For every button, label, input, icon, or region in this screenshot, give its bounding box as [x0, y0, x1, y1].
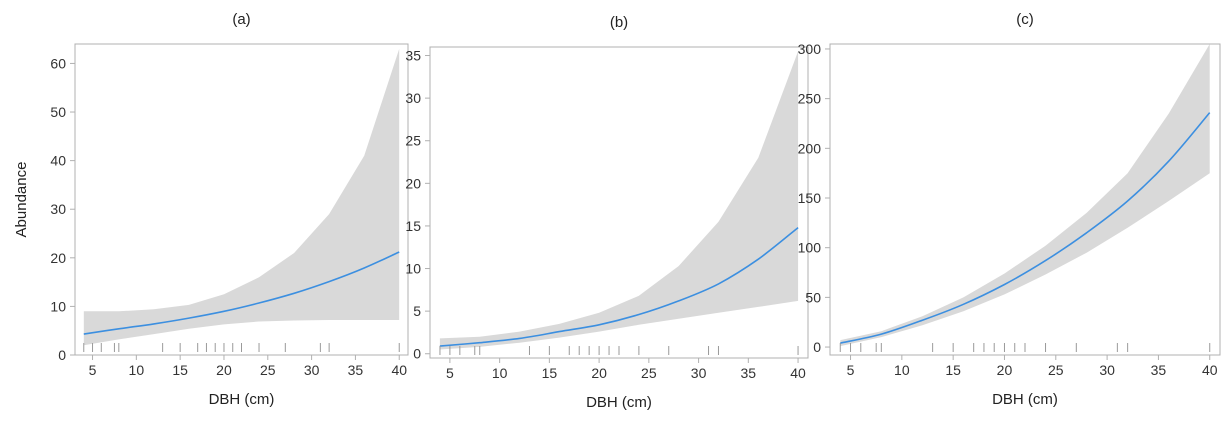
panel-title: (c) [1016, 11, 1034, 28]
y-tick-label: 10 [50, 298, 66, 314]
fitted-line [840, 112, 1211, 344]
y-tick-label: 50 [50, 104, 66, 120]
panel-title: (a) [232, 11, 250, 28]
x-tick-label: 5 [847, 362, 855, 378]
x-tick-label: 20 [216, 362, 232, 378]
x-tick-label: 30 [691, 365, 707, 381]
y-tick-label: 30 [50, 201, 66, 217]
y-tick-label: 150 [798, 190, 822, 206]
x-tick-label: 20 [997, 362, 1013, 378]
fitted-line [439, 226, 799, 347]
y-tick-label: 0 [413, 346, 421, 362]
x-tick-label: 15 [945, 362, 961, 378]
y-tick-label: 30 [405, 90, 421, 106]
y-tick-label: 5 [413, 303, 421, 319]
x-tick-label: 30 [1099, 362, 1115, 378]
x-tick-label: 10 [492, 365, 508, 381]
y-tick-label: 40 [50, 153, 66, 169]
y-tick-label: 20 [405, 175, 421, 191]
plot-frame [74, 43, 409, 356]
x-tick-label: 15 [542, 365, 558, 381]
y-tick-label: 10 [405, 261, 421, 277]
x-axis-title: DBH (cm) [586, 394, 652, 411]
x-axis-title: DBH (cm) [992, 391, 1058, 408]
y-tick-label: 300 [798, 41, 822, 57]
y-tick-label: 250 [798, 91, 822, 107]
x-tick-label: 30 [304, 362, 320, 378]
y-tick-label: 60 [50, 55, 66, 71]
y-tick-label: 20 [50, 250, 66, 266]
panel-c: 5 10 15 20 25 30 35 40 0 50 100 150 200 250 300 (c) DBH … [798, 11, 1221, 408]
y-tick-label: 50 [805, 289, 821, 305]
x-tick-label: 40 [1202, 362, 1218, 378]
x-tick-label: 40 [790, 365, 806, 381]
x-tick-label: 10 [129, 362, 145, 378]
y-tick-label: 200 [798, 140, 822, 156]
plot-frame [829, 43, 1221, 356]
y-tick-label: 0 [58, 347, 66, 363]
x-tick-label: 25 [1048, 362, 1064, 378]
x-tick-label: 40 [391, 362, 407, 378]
y-tick-label: 15 [405, 218, 421, 234]
x-tick-label: 10 [894, 362, 910, 378]
y-tick-label: 35 [405, 48, 421, 64]
confidence-band [439, 51, 799, 350]
x-tick-label: 5 [89, 362, 97, 378]
x-tick-label: 15 [172, 362, 188, 378]
x-tick-label: 5 [446, 365, 454, 381]
panel-b: 5 10 15 20 25 30 35 40 0 5 10 15 20 25 30 35 (b) DBH (cm) [405, 14, 809, 411]
x-tick-label: 25 [260, 362, 276, 378]
y-tick-label: 25 [405, 133, 421, 149]
x-tick-label: 35 [348, 362, 364, 378]
x-tick-label: 20 [591, 365, 607, 381]
confidence-band [83, 48, 400, 346]
panel-a: 5 10 15 20 25 30 35 40 0 10 20 30 40 50 60 (a) DBH (cm) A… [13, 11, 409, 408]
x-tick-label: 35 [1151, 362, 1167, 378]
plot-frame [429, 46, 809, 359]
x-tick-label: 35 [741, 365, 757, 381]
y-tick-label: 0 [813, 339, 821, 355]
x-tick-label: 25 [641, 365, 657, 381]
y-axis-title: Abundance [13, 162, 30, 238]
x-axis-title: DBH (cm) [209, 391, 275, 408]
confidence-band [840, 44, 1210, 347]
fitted-line [83, 251, 400, 335]
y-tick-label: 100 [798, 240, 822, 256]
panel-title: (b) [610, 14, 628, 31]
